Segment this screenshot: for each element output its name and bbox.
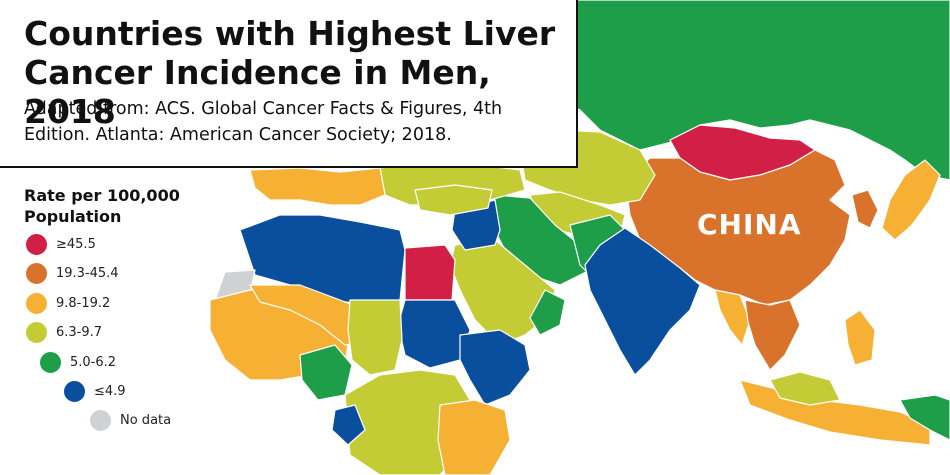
- region-egypt: [404, 244, 456, 301]
- region-iran: [491, 194, 591, 286]
- region-philippines: [844, 309, 876, 366]
- legend-item: ≥45.5: [24, 231, 96, 257]
- legend-label: ≥45.5: [56, 236, 96, 252]
- legend-item: No data: [88, 407, 172, 433]
- legend-label: 5.0-6.2: [70, 354, 117, 370]
- legend-item: 19.3-45.4: [24, 260, 119, 286]
- legend-label: 19.3-45.4: [56, 265, 119, 281]
- legend-item: 5.0-6.2: [38, 349, 117, 375]
- legend-swatch: [62, 378, 87, 404]
- region-india: [584, 227, 701, 376]
- page-title: Countries with Highest Liver Cancer Inci…: [24, 14, 556, 131]
- legend-swatch: [88, 407, 113, 433]
- legend-swatch: [38, 349, 63, 375]
- legend-label: 6.3-9.7: [56, 324, 103, 340]
- legend-swatch: [24, 319, 49, 345]
- legend-swatch: [24, 260, 49, 286]
- region-chad: [347, 299, 403, 376]
- region-myanmar: [714, 289, 751, 346]
- region-horn-of-africa: [459, 329, 531, 406]
- region-png: [899, 394, 950, 441]
- legend-item: ≤4.9: [62, 378, 126, 404]
- legend-title: Rate per 100,000 Population: [24, 186, 180, 226]
- region-oman: [529, 289, 566, 336]
- region-korea: [851, 189, 879, 229]
- legend-item: 6.3-9.7: [24, 319, 103, 345]
- legend-item: 9.8-19.2: [24, 290, 111, 316]
- legend-label: ≤4.9: [94, 383, 126, 399]
- region-arabia: [449, 239, 556, 346]
- region-sudan: [397, 299, 471, 369]
- region-gabon: [331, 404, 366, 446]
- legend-swatch: [24, 290, 49, 316]
- region-southeast-asia: [744, 299, 801, 371]
- china-map-label: CHINA: [697, 208, 802, 241]
- region-maghreb: [239, 214, 406, 306]
- source-citation: Adapted from: ACS. Global Cancer Facts &…: [24, 99, 503, 145]
- region-europe-west: [249, 167, 386, 206]
- region-turkey: [414, 184, 493, 216]
- legend-label: 9.8-19.2: [56, 295, 111, 311]
- legend-swatch: [24, 231, 49, 257]
- region-east-africa: [437, 399, 511, 475]
- map-legend: Rate per 100,000 Population ≥45.5 19.3-45…: [24, 185, 234, 433]
- region-japan: [881, 159, 941, 241]
- title-panel: Countries with Highest Liver Cancer Inci…: [0, 0, 578, 168]
- legend-label: No data: [120, 412, 172, 428]
- region-malaysia: [769, 371, 841, 406]
